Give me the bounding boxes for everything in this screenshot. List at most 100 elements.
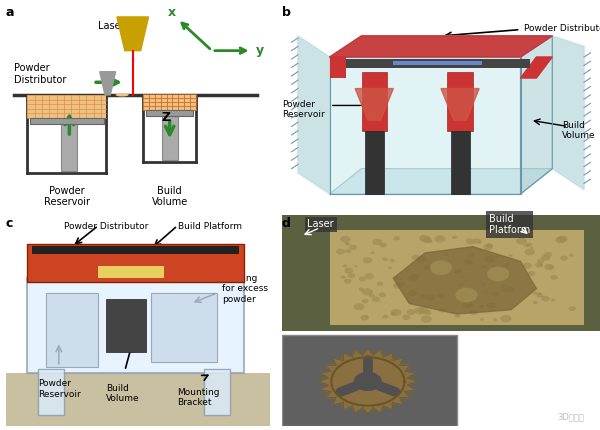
Circle shape [341,276,346,279]
Bar [61,124,77,171]
Bar [143,95,196,110]
Circle shape [541,255,550,261]
Circle shape [407,309,415,315]
Circle shape [423,237,432,243]
Circle shape [345,249,351,253]
Circle shape [344,279,352,284]
Polygon shape [355,373,381,390]
Bar [151,293,217,362]
Circle shape [524,249,535,255]
Text: Powder
Distributor: Powder Distributor [14,63,66,85]
Circle shape [482,266,486,268]
Circle shape [349,245,357,250]
Circle shape [414,307,425,314]
Text: Powder
Reservoir: Powder Reservoir [44,185,90,207]
Circle shape [486,243,493,248]
Circle shape [382,315,388,319]
Circle shape [424,265,431,270]
Bar [282,215,600,331]
Text: y: y [256,44,263,57]
Circle shape [362,257,372,264]
Circle shape [569,254,574,257]
Circle shape [524,243,529,247]
Circle shape [478,241,482,244]
Circle shape [395,276,401,280]
Circle shape [530,247,533,249]
Circle shape [466,239,475,244]
Circle shape [340,236,350,243]
Bar [330,57,346,78]
Circle shape [364,273,374,280]
Circle shape [343,264,347,267]
Circle shape [372,297,380,302]
Circle shape [336,249,345,255]
Text: Powder Distributor: Powder Distributor [524,24,600,33]
Bar [46,293,98,367]
Circle shape [557,236,568,242]
Circle shape [419,294,427,299]
Bar [98,266,164,278]
Circle shape [439,307,446,313]
Circle shape [418,307,429,314]
Bar [451,131,470,194]
Circle shape [502,288,508,292]
Bar [330,230,584,325]
Circle shape [484,244,493,250]
Circle shape [478,306,482,309]
Circle shape [347,273,355,278]
Circle shape [484,255,495,263]
Circle shape [362,299,368,303]
Circle shape [464,259,473,265]
Polygon shape [100,72,116,95]
Circle shape [555,237,566,243]
Text: Build Platform: Build Platform [178,222,242,231]
Circle shape [371,252,374,254]
Bar [282,335,457,426]
Circle shape [421,255,425,258]
Circle shape [487,303,496,309]
Circle shape [379,292,386,297]
Polygon shape [552,36,584,190]
Circle shape [382,258,388,261]
Circle shape [487,274,490,276]
Text: c: c [6,217,13,230]
Bar [32,246,238,253]
Circle shape [484,291,488,294]
Circle shape [533,301,538,304]
Text: d: d [282,217,291,230]
Bar [448,72,473,131]
Circle shape [568,306,576,311]
Circle shape [434,235,446,243]
Circle shape [541,296,550,301]
Bar [394,61,482,65]
Circle shape [344,242,350,246]
Circle shape [391,309,401,316]
Circle shape [509,254,512,257]
Text: b: b [282,6,291,19]
Text: Powder
Reservoir: Powder Reservoir [38,379,80,399]
Bar [6,373,270,426]
Text: x: x [168,6,176,19]
Polygon shape [298,36,330,194]
Text: Build
Platform: Build Platform [489,214,530,235]
Circle shape [419,235,430,242]
Circle shape [405,270,409,272]
Circle shape [359,276,366,281]
Circle shape [480,318,484,321]
Circle shape [495,255,500,258]
Circle shape [412,255,420,260]
Circle shape [428,240,433,243]
Polygon shape [394,247,536,314]
Polygon shape [521,57,552,78]
Circle shape [539,263,543,266]
Circle shape [461,283,464,286]
Polygon shape [330,36,552,57]
Circle shape [551,299,555,301]
Circle shape [388,267,392,269]
Circle shape [537,259,544,264]
Polygon shape [330,169,552,194]
Circle shape [390,312,396,316]
Circle shape [528,271,535,276]
Circle shape [424,310,431,315]
Bar [27,95,106,118]
